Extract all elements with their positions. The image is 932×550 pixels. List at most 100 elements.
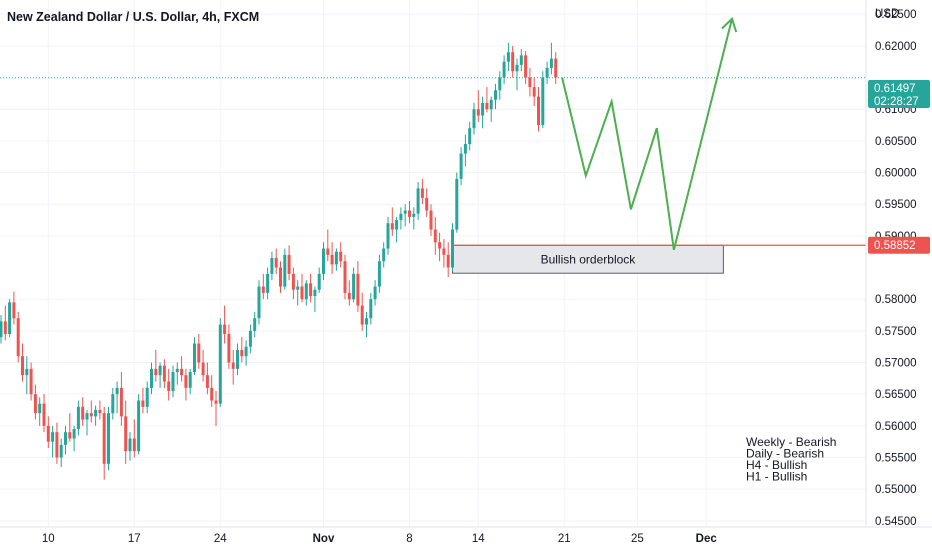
candle [403, 204, 407, 227]
candle [382, 242, 386, 268]
candle-body [412, 213, 416, 217]
candle [145, 381, 149, 414]
candle-body [304, 283, 308, 300]
candle-body [240, 349, 244, 357]
candle [283, 248, 287, 290]
candle [8, 299, 12, 338]
candle [115, 381, 119, 414]
candle [76, 400, 80, 436]
bullish-orderblock[interactable]: Bullish orderblock [452, 244, 724, 274]
candle-body [506, 52, 510, 62]
candle [231, 349, 235, 385]
candle [356, 261, 360, 312]
candle-body [279, 267, 282, 287]
candle-body [171, 372, 175, 392]
time-tick-label: Nov [313, 533, 335, 545]
candle-body [0, 321, 3, 338]
price-tick-label: 0.58000 [875, 294, 917, 306]
candle [244, 340, 248, 366]
candle-body [498, 77, 502, 91]
level-price-value: 0.58852 [874, 240, 916, 252]
candle-body [188, 372, 192, 388]
time-tick-label: 25 [631, 533, 644, 545]
candle-body [257, 286, 261, 319]
candle [124, 400, 128, 464]
candle-body [502, 61, 506, 78]
candle-body [218, 324, 222, 404]
price-axis[interactable]: 0.625000.620000.610000.605000.600000.595… [875, 9, 917, 528]
candle-body [416, 188, 420, 214]
candle [386, 216, 390, 255]
candle-body [33, 394, 37, 414]
candle-body [537, 96, 540, 126]
candle [214, 391, 218, 426]
candle [442, 239, 446, 268]
price-tick-label: 0.57000 [875, 358, 917, 370]
candle [248, 324, 252, 354]
candle [528, 68, 532, 97]
candle [322, 242, 325, 281]
price-tick-label: 0.57500 [875, 326, 917, 338]
candle-body [42, 403, 46, 426]
candle [180, 356, 184, 382]
candle [532, 77, 536, 107]
candle [373, 280, 377, 306]
candle-body [468, 128, 472, 145]
candle-body [403, 210, 407, 214]
candle-body [266, 273, 270, 293]
candle-body [124, 416, 128, 452]
candle [89, 400, 93, 423]
candle-body [197, 343, 201, 363]
candle-body [511, 52, 515, 72]
candle-body [270, 258, 274, 274]
candle-body [545, 68, 549, 78]
candle [29, 362, 33, 401]
candle [412, 207, 416, 230]
candle [425, 188, 429, 217]
candle [524, 50, 528, 84]
candle [309, 273, 313, 303]
candle [541, 71, 545, 129]
candle-body [532, 87, 536, 97]
candle [489, 96, 493, 122]
candle-body [313, 289, 317, 297]
candle [459, 147, 463, 186]
candle [455, 172, 459, 233]
candle-body [524, 55, 528, 78]
candle-body [145, 387, 149, 407]
candle-body [369, 299, 373, 319]
price-tick-label: 0.60500 [875, 136, 917, 148]
time-axis[interactable]: 10 17 24 Nov 8 14 21 25 Dec [42, 533, 717, 545]
level-price-badge-bg [868, 236, 930, 254]
candle-body [347, 292, 351, 300]
candle [408, 201, 411, 224]
candle [107, 406, 110, 471]
candle [42, 394, 46, 433]
candle-body [81, 406, 85, 420]
candle-body [231, 362, 235, 369]
candle-body [519, 55, 523, 65]
candle [46, 416, 50, 449]
candle [51, 425, 55, 458]
candle [494, 83, 497, 110]
currency-label: USD [875, 8, 899, 20]
candle [291, 267, 295, 300]
level-price-badge: 0.58852 [868, 236, 930, 254]
candle-body [334, 251, 338, 265]
candle [12, 291, 16, 325]
candle [476, 90, 480, 122]
price-tick-label: 0.56000 [875, 421, 917, 433]
projection-path[interactable] [561, 18, 733, 251]
candle-body [330, 254, 334, 265]
candle-body [162, 365, 166, 382]
candle-body [119, 387, 123, 417]
candle-body [476, 109, 480, 116]
candle-body [339, 251, 343, 262]
candle-body [326, 248, 330, 255]
candle-body [201, 362, 205, 376]
candle [296, 280, 300, 306]
candle [502, 55, 506, 84]
candle [201, 349, 205, 382]
